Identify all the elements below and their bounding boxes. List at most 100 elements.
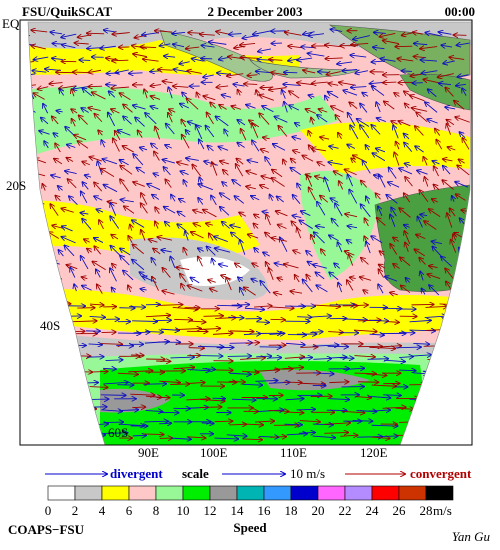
wind-arrow [98, 130, 102, 136]
wind-arrow [293, 150, 301, 152]
wind-arrow [409, 320, 431, 321]
wind-arrow [297, 83, 313, 85]
wind-arrow [253, 30, 271, 35]
wind-arrow [350, 55, 367, 57]
wind-arrow [160, 44, 171, 46]
wind-arrow [44, 141, 48, 149]
wind-arrow [94, 246, 102, 255]
wind-arrow [350, 277, 356, 278]
wind-arrow [123, 146, 134, 153]
wind-arrow [401, 286, 411, 294]
wind-arrow [429, 209, 441, 217]
wind-arrow [181, 284, 185, 291]
wind-arrow [301, 211, 311, 216]
wind-arrow [48, 232, 60, 239]
wind-arrow [152, 277, 159, 291]
lat-label: 40S [40, 318, 60, 333]
wind-arrow [163, 81, 173, 83]
wind-arrow [151, 258, 157, 266]
wind-arrow [372, 153, 386, 162]
header-center: 2 December 2003 [207, 4, 303, 19]
wind-arrow [369, 320, 388, 321]
speed-label: 16 [258, 503, 272, 518]
wind-arrow [244, 84, 258, 85]
wind-arrow [324, 432, 348, 433]
wind-arrow [132, 244, 144, 255]
wind-arrow [112, 288, 116, 293]
color-swatch [425, 485, 454, 501]
wind-arrow [120, 256, 130, 266]
color-swatch [128, 485, 157, 501]
wind-arrow [427, 119, 438, 124]
wind-arrow [210, 288, 218, 291]
wind-arrow [325, 58, 343, 59]
wind-arrow [410, 95, 425, 102]
wind-arrow [439, 371, 460, 372]
wind-arrow [52, 116, 59, 125]
wind-arrow [297, 58, 313, 60]
wind-arrow [326, 72, 341, 75]
wind-arrow [454, 101, 465, 110]
wind-arrow [138, 130, 143, 138]
wind-arrow [118, 424, 145, 426]
wind-arrow [111, 235, 119, 240]
wind-arrow [347, 280, 354, 291]
wind-arrow [201, 45, 215, 47]
wind-arrow [170, 357, 194, 358]
wind-arrow [62, 45, 76, 48]
wind-arrow [308, 131, 310, 137]
wind-arrow [90, 371, 108, 372]
wind-arrow [356, 437, 382, 438]
wind-arrow [47, 287, 61, 294]
wind-arrow [441, 357, 457, 358]
lat-label: 20S [6, 178, 26, 193]
wind-arrow [383, 395, 401, 396]
wind-arrow [417, 170, 428, 175]
wind-arrow [88, 344, 102, 345]
wind-arrow [44, 408, 63, 409]
wind-arrow [429, 285, 440, 296]
wind-arrow [38, 87, 49, 90]
wind-arrow [240, 43, 256, 45]
wind-arrow [389, 167, 397, 179]
wind-arrow [447, 147, 456, 150]
wind-arrow [81, 191, 88, 204]
wind-arrow [338, 242, 343, 253]
wind-arrow [399, 208, 411, 218]
wind-arrow [206, 223, 213, 225]
wind-arrow [328, 162, 343, 164]
wind-arrow [270, 195, 273, 202]
wind-arrow [170, 384, 189, 385]
wind-arrow [200, 407, 221, 408]
wind-arrow [382, 407, 406, 408]
wind-arrow [292, 216, 302, 218]
wind-arrow [351, 43, 369, 44]
wind-arrow [111, 109, 120, 114]
wind-arrow [28, 225, 33, 231]
wind-arrow [296, 409, 315, 410]
wind-arrow [459, 159, 465, 163]
wind-arrow [378, 206, 383, 216]
wind-arrow [75, 372, 93, 373]
wind-arrow [187, 369, 209, 370]
wind-arrow [154, 152, 160, 161]
wind-arrow [28, 283, 34, 292]
wind-arrow [265, 157, 272, 166]
wind-arrow [309, 187, 316, 201]
wind-arrow [270, 437, 286, 438]
wind-arrow [97, 284, 103, 294]
wind-arrow [348, 174, 353, 187]
wind-arrow [385, 277, 398, 282]
wind-arrow [253, 223, 258, 229]
wind-arrow [263, 252, 270, 256]
wind-arrow [220, 161, 230, 164]
wind-arrow [269, 268, 274, 280]
wind-arrow [163, 160, 176, 164]
wind-arrow [396, 142, 399, 150]
wind-arrow [177, 212, 186, 218]
wind-arrow [173, 44, 185, 46]
wind-arrow [140, 47, 157, 48]
color-swatch [344, 485, 373, 501]
